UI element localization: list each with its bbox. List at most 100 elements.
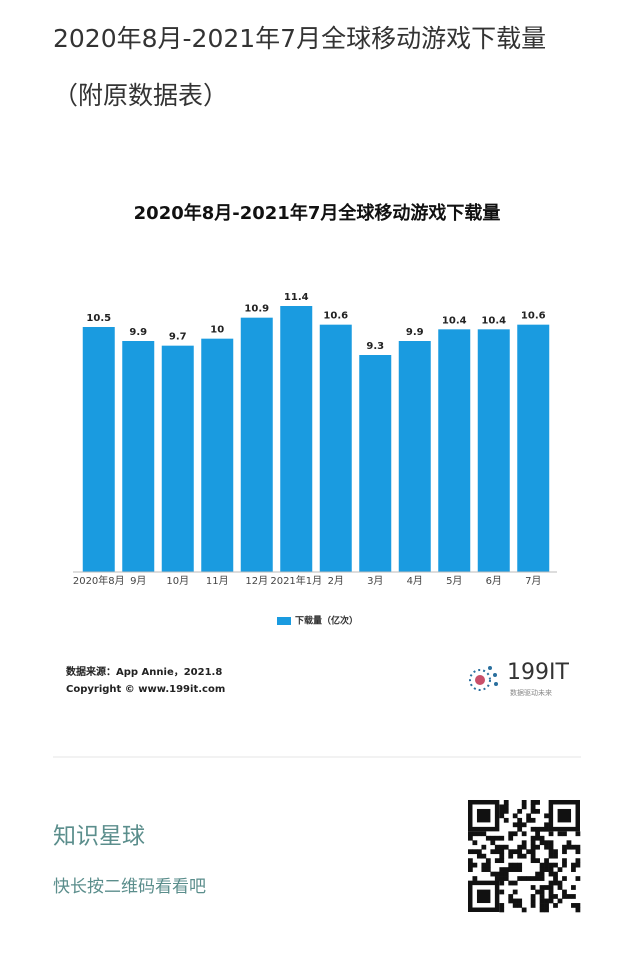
qr-module	[575, 862, 581, 868]
qr-module	[526, 817, 532, 823]
qr-module	[539, 898, 545, 904]
qr-module	[512, 849, 518, 855]
qr-module	[526, 813, 532, 819]
value-label: 11.4	[284, 292, 309, 303]
qr-module	[526, 849, 532, 855]
qr-module	[512, 898, 518, 904]
qr-module	[553, 871, 558, 877]
qr-module	[539, 826, 545, 832]
value-label: 10.4	[442, 315, 467, 326]
qr-module	[508, 880, 514, 886]
qr-module	[553, 862, 558, 868]
legend-swatch	[277, 617, 291, 625]
qr-module	[468, 831, 473, 837]
qr-module	[499, 853, 505, 859]
footer-subtitle: 快长按二维码看看吧	[53, 877, 206, 897]
qr-module	[517, 867, 523, 872]
x-tick-label: 9月	[130, 575, 146, 587]
qr-module	[517, 826, 523, 832]
qr-module	[494, 849, 500, 855]
qr-module	[468, 862, 473, 868]
qr-module	[517, 903, 523, 908]
qr-module	[566, 894, 572, 899]
qr-module	[521, 907, 527, 913]
qr-module	[535, 835, 540, 841]
qr-module	[499, 889, 505, 895]
qr-module	[499, 808, 505, 814]
qr-module	[472, 831, 478, 837]
qr-module	[544, 885, 549, 890]
qr-module	[562, 858, 567, 864]
value-label: 10.5	[86, 313, 111, 324]
qr-module	[481, 844, 487, 850]
qr-finder	[557, 808, 572, 823]
qr-module	[530, 876, 536, 881]
value-label: 9.9	[406, 327, 424, 338]
qr-module	[548, 894, 554, 899]
qr-module	[575, 849, 581, 855]
qr-module	[530, 826, 536, 832]
qr-module	[535, 800, 540, 805]
chart-title: 2020年8月-2021年7月全球移动游戏下载量	[134, 202, 501, 224]
qr-module	[530, 858, 536, 864]
qr-module	[512, 867, 518, 872]
copyright: Copyright © www.199it.com	[66, 684, 225, 695]
bar	[240, 317, 273, 572]
value-label: 10.6	[323, 311, 348, 322]
qr-module	[535, 858, 540, 864]
qr-module	[535, 844, 540, 850]
qr-module	[571, 844, 576, 850]
x-tick-label: 3月	[367, 575, 383, 587]
qr-module	[562, 844, 567, 850]
qr-module	[544, 907, 549, 913]
qr-module	[503, 808, 509, 814]
qr-module	[557, 880, 563, 886]
logo-tagline: 数据驱动未来	[510, 688, 552, 697]
bar	[319, 324, 352, 572]
bar	[359, 355, 392, 572]
qr-module	[544, 858, 549, 864]
qr-module	[539, 889, 545, 895]
qr-module	[508, 853, 514, 859]
qr-module	[548, 880, 554, 886]
qr-module	[544, 903, 549, 908]
qr-module	[535, 831, 540, 837]
qr-code[interactable]	[467, 799, 581, 913]
qr-module	[530, 835, 536, 841]
qr-module	[575, 907, 581, 913]
qr-module	[508, 849, 514, 855]
qr-module	[530, 894, 536, 899]
qr-module	[530, 903, 536, 908]
qr-module	[544, 840, 549, 846]
qr-module	[508, 831, 514, 837]
qr-module	[472, 849, 478, 855]
qr-module	[575, 903, 581, 908]
value-label: 10.6	[521, 311, 546, 322]
qr-module	[494, 844, 500, 850]
qr-module	[535, 876, 540, 881]
qr-module	[575, 844, 581, 850]
qr-module	[562, 862, 567, 868]
qr-module	[472, 862, 478, 868]
qr-module	[494, 871, 500, 877]
qr-module	[508, 898, 514, 904]
qr-module	[517, 844, 523, 850]
qr-module	[503, 844, 509, 850]
qr-module	[503, 867, 509, 872]
qr-module	[548, 862, 554, 868]
qr-module	[468, 858, 473, 864]
qr-module	[557, 867, 563, 872]
qr-module	[517, 862, 523, 868]
value-label: 9.3	[366, 341, 384, 352]
qr-module	[512, 903, 518, 908]
qr-module	[557, 885, 563, 890]
x-tick-label: 2021年1月	[270, 574, 322, 587]
qr-module	[562, 876, 567, 881]
x-tick-label: 11月	[206, 575, 229, 587]
qr-module	[548, 849, 554, 855]
qr-module	[539, 862, 545, 868]
qr-module	[499, 835, 505, 841]
qr-module	[539, 867, 545, 872]
bar	[122, 341, 155, 572]
